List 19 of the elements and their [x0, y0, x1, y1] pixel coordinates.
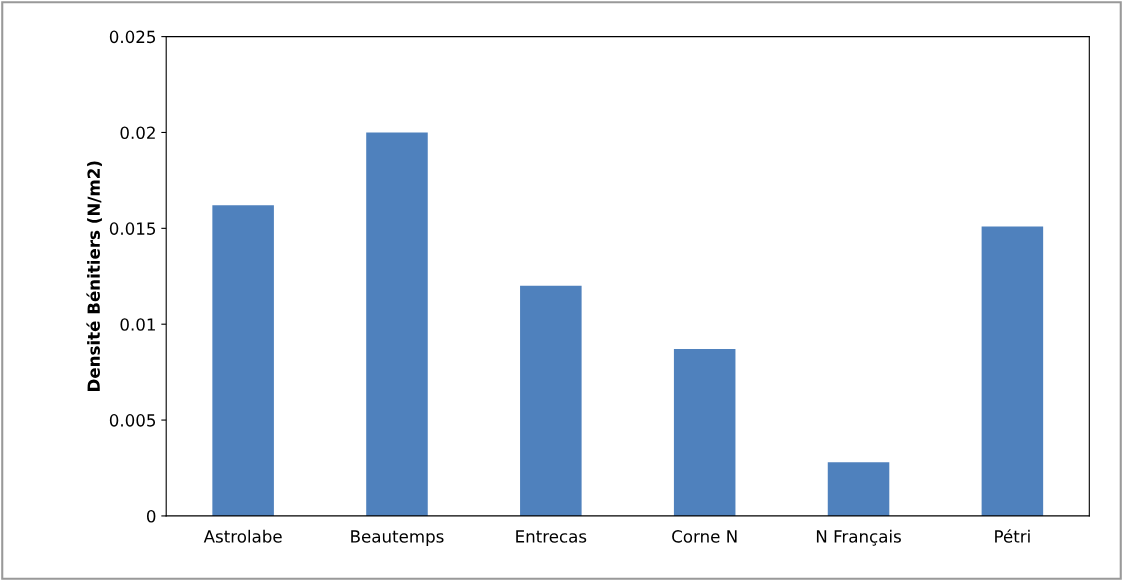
y-tick-label: 0: [146, 509, 156, 523]
x-tick-label: Beautemps: [351, 530, 444, 546]
y-tick-label: 0.025: [109, 30, 156, 44]
bar: [673, 349, 736, 516]
y-axis-title: Densité Bénitiers (N/m2): [86, 161, 102, 391]
bar: [827, 462, 890, 516]
x-tick-label: Astrolabe: [203, 529, 282, 543]
x-tick-label: N Français: [816, 529, 901, 546]
y-tick-label: 0.01: [120, 318, 155, 331]
y-tick-label: 0.015: [109, 222, 156, 235]
y-tick-label: 0.005: [109, 414, 156, 427]
bar: [212, 205, 274, 516]
bar: [366, 132, 428, 516]
bar: [520, 285, 582, 516]
bar: [981, 226, 1044, 516]
y-tick-label: 0.02: [120, 126, 155, 140]
x-tick-label: Entrecas: [516, 530, 587, 543]
x-tick-label: Corne N: [672, 530, 737, 543]
x-tick-label: Pétri: [995, 529, 1030, 543]
